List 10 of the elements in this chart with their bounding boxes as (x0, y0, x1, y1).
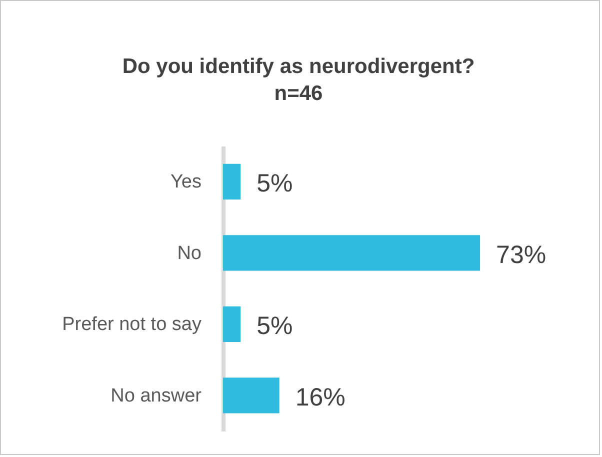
y-tick-label: No answer (110, 385, 202, 406)
y-tick-label: No (177, 242, 202, 264)
data-label: 16% (295, 383, 346, 412)
data-label: 5% (256, 312, 293, 340)
data-label: 73% (496, 240, 546, 269)
chart-subtitle: n=46 (274, 82, 323, 105)
y-tick-label: Yes (170, 172, 202, 193)
chart-title: Do you identify as neurodivergent? (122, 55, 475, 78)
y-tick-label: Prefer not to say (62, 314, 202, 336)
data-label: 5% (256, 170, 293, 198)
